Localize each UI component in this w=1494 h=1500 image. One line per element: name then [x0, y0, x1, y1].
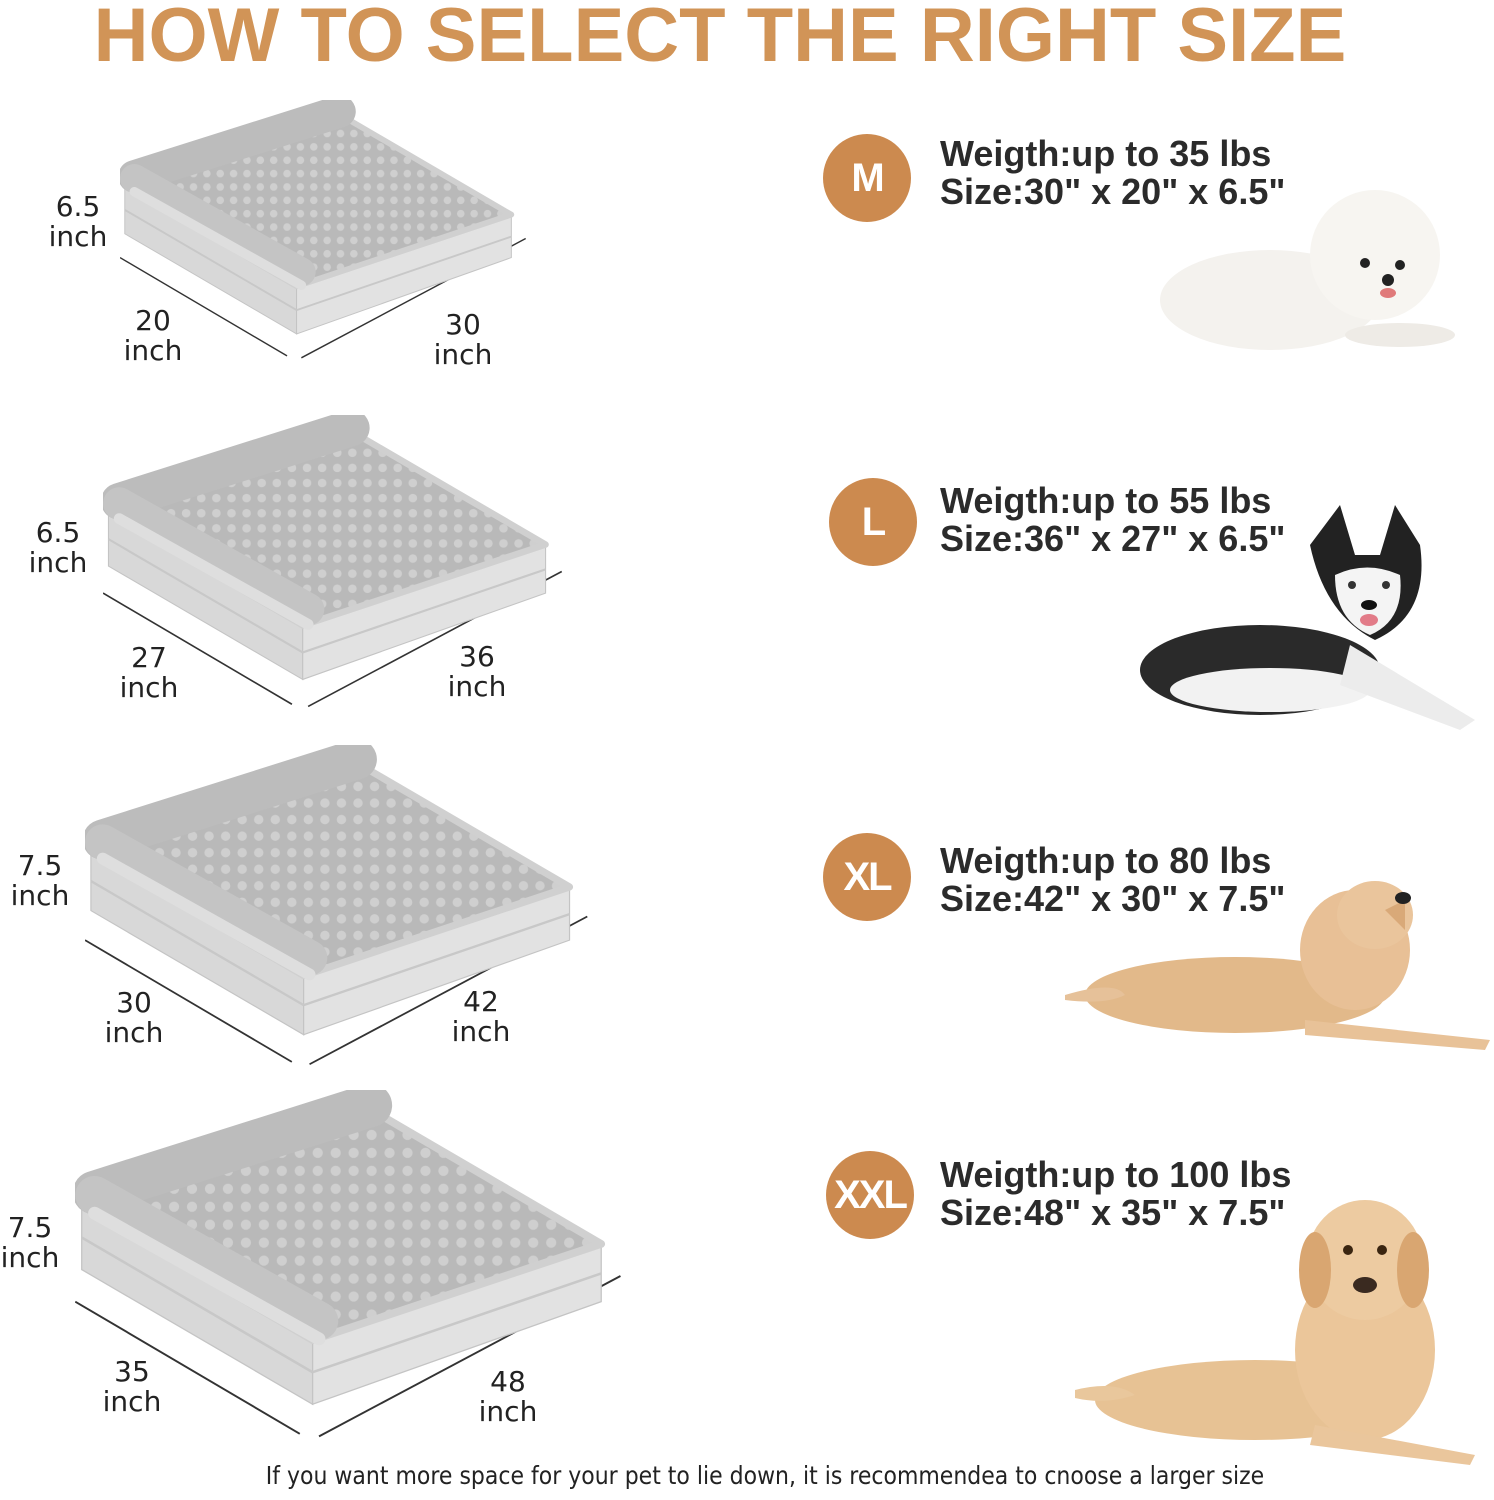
size-badge-xxl: XXL: [826, 1151, 914, 1239]
height-label-l: 6.5 inch: [28, 516, 88, 579]
length-label-m: 30 inch: [433, 308, 493, 371]
size-badge-xl: XL: [823, 833, 911, 921]
weight-text: Weigth:up to 55 lbs: [940, 480, 1272, 521]
width-label-xl: 30 inch: [104, 986, 164, 1049]
size-badge-l: L: [829, 478, 917, 566]
length-label-l: 36 inch: [447, 640, 507, 703]
size-badge-m: M: [823, 134, 911, 222]
dog-image-labrador: [1075, 1200, 1475, 1465]
length-label-xxl: 48 inch: [478, 1365, 538, 1428]
weight-text: Weigth:up to 80 lbs: [940, 840, 1272, 881]
spec-xl: Weigth:up to 80 lbs Size:42" x 30" x 7.5": [940, 842, 1285, 918]
spec-m: Weigth:up to 35 lbs Size:30" x 20" x 6.5": [940, 135, 1285, 211]
dog-image-white-bichon: [1160, 190, 1455, 350]
dog-image-husky: [1140, 505, 1475, 730]
size-text: Size:36" x 27" x 6.5": [940, 518, 1286, 559]
height-label-xl: 7.5 inch: [10, 849, 70, 912]
size-text: Size:30" x 20" x 6.5": [940, 171, 1286, 212]
size-text: Size:42" x 30" x 7.5": [940, 878, 1286, 919]
width-label-l: 27 inch: [119, 641, 179, 704]
spec-l: Weigth:up to 55 lbs Size:36" x 27" x 6.5": [940, 482, 1285, 558]
spec-xxl: Weigth:up to 100 lbs Size:48" x 35" x 7.5…: [940, 1156, 1291, 1232]
width-label-xxl: 35 inch: [102, 1355, 162, 1418]
dog-image-golden-retriever: [1065, 881, 1490, 1050]
length-label-xl: 42 inch: [451, 985, 511, 1048]
weight-text: Weigth:up to 35 lbs: [940, 133, 1272, 174]
recommendation-note: If you want more space for your pet to l…: [265, 1461, 1265, 1490]
size-text: Size:48" x 35" x 7.5": [940, 1192, 1286, 1233]
width-label-m: 20 inch: [123, 304, 183, 367]
weight-text: Weigth:up to 100 lbs: [940, 1154, 1292, 1195]
height-label-m: 6.5 inch: [48, 190, 108, 253]
height-label-xxl: 7.5 inch: [0, 1211, 60, 1274]
page-title: HOW TO SELECT THE RIGHT SIZE: [93, 0, 1347, 78]
